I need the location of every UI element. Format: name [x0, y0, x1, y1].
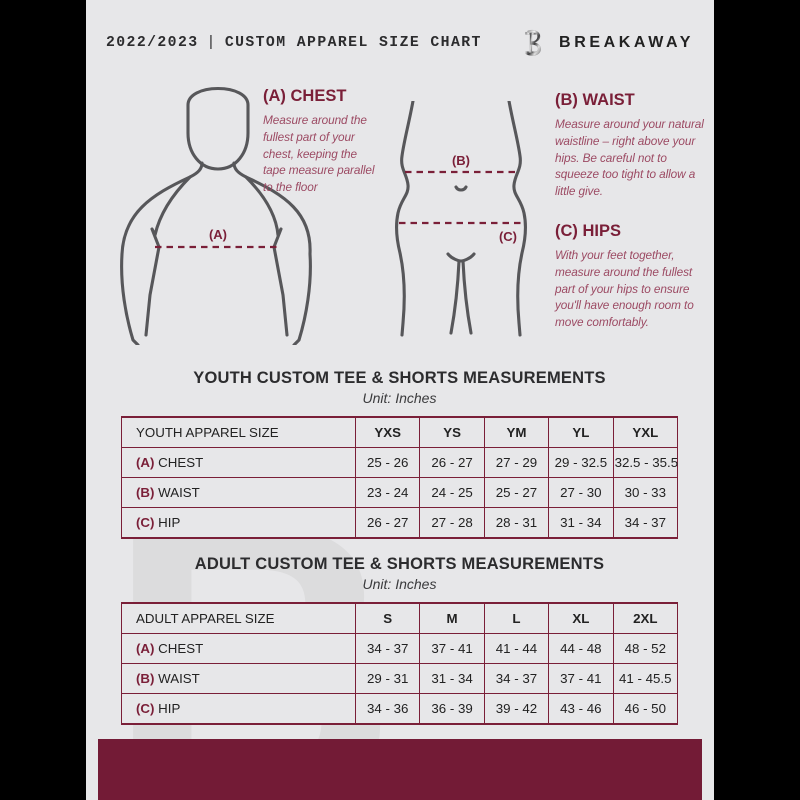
svg-text:(A): (A)	[209, 227, 227, 242]
svg-text:(C): (C)	[499, 229, 517, 244]
svg-text:(B): (B)	[452, 153, 470, 168]
